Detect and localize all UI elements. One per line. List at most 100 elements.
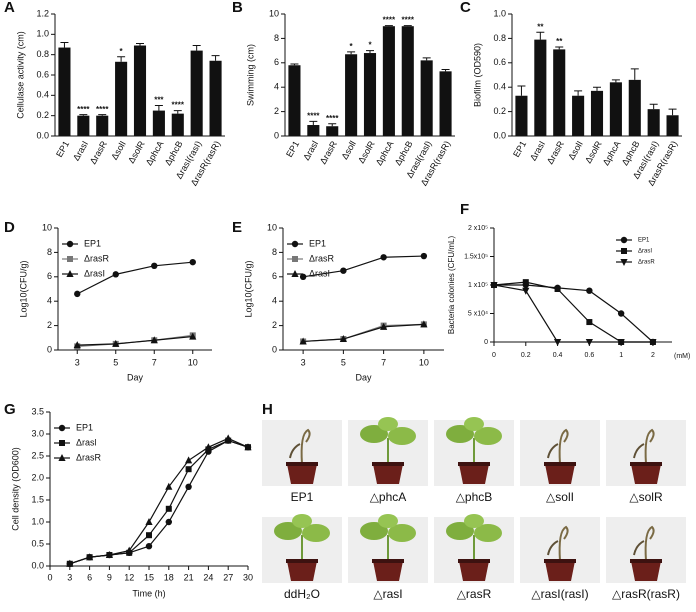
x-tick-label: 24 <box>203 572 213 582</box>
error-bar <box>60 41 69 48</box>
error-bar <box>555 46 564 50</box>
error-bar <box>328 123 337 127</box>
y-tick-label: 6 <box>274 57 279 67</box>
bar <box>590 90 604 136</box>
leaf <box>474 524 502 542</box>
leaf <box>464 514 484 528</box>
marker <box>617 339 625 346</box>
x-tick-label: 9 <box>107 572 112 582</box>
y-axis-label: Cellulase activity (cm) <box>15 31 25 119</box>
x-tick-label: ΔrasR <box>318 139 339 166</box>
error-bar <box>366 50 374 54</box>
leaf <box>474 427 502 445</box>
bar <box>209 60 222 137</box>
marker <box>649 339 657 346</box>
marker <box>112 271 119 278</box>
bar <box>307 125 320 136</box>
series-line <box>493 281 653 343</box>
panel-label: D <box>4 219 15 236</box>
series-line <box>494 284 654 343</box>
pot <box>373 561 403 581</box>
significance: ** <box>556 37 563 46</box>
error-bar <box>611 79 620 83</box>
bar <box>58 47 71 136</box>
pot-rim <box>372 559 404 563</box>
photo <box>434 417 514 486</box>
leaf <box>446 522 474 540</box>
pot-rim <box>286 559 318 563</box>
wilted-leaf <box>547 443 559 459</box>
x-tick-label: 15 <box>144 572 154 582</box>
marker <box>522 287 530 295</box>
y-tick-label: 1.5 <box>31 494 44 504</box>
marker <box>145 518 153 525</box>
x-tick-label: 0.4 <box>553 352 563 359</box>
legend-label: ΔrasI <box>638 249 652 255</box>
pot-rim <box>286 462 318 466</box>
error-bar <box>422 57 431 61</box>
error-bar <box>192 45 201 51</box>
x-tick-label: Δsoll <box>339 139 357 161</box>
error-bar <box>517 85 526 96</box>
pot-rim <box>544 462 576 466</box>
marker <box>617 310 625 317</box>
error-bar <box>154 105 163 111</box>
photo <box>606 517 686 583</box>
y-tick-label: 10 <box>42 222 52 232</box>
error-bar <box>574 90 583 96</box>
y-tick-label: 1.0 <box>36 29 49 39</box>
error-bar <box>403 25 412 27</box>
error-bar <box>79 114 88 116</box>
y-tick-label: 6 <box>47 271 52 281</box>
y-tick-label: 2 <box>274 106 279 116</box>
error-bar <box>136 42 144 46</box>
legend-label: ΔrasR <box>76 452 102 462</box>
wilted-stem <box>644 525 655 562</box>
marker <box>380 322 388 330</box>
y-tick-label: 1.0 <box>493 8 506 18</box>
bar <box>628 79 641 136</box>
marker <box>299 337 307 345</box>
wilted-leaf <box>289 443 301 459</box>
bar <box>647 109 660 136</box>
marker <box>189 332 197 340</box>
photo <box>520 420 600 486</box>
wilted-stem <box>558 525 569 562</box>
marker <box>189 258 196 266</box>
legend-label: ΔrasR <box>638 260 655 266</box>
y-tick-label: 2.5 <box>31 450 44 460</box>
bar <box>363 53 377 136</box>
series-line <box>303 323 424 343</box>
y-tick-label: 0.2 <box>36 110 49 120</box>
y-tick-label: 0.8 <box>36 49 49 59</box>
x-axis-label: (mM) <box>674 353 690 360</box>
marker <box>165 482 173 490</box>
photo <box>606 420 686 486</box>
leaf <box>378 417 398 431</box>
series-line <box>69 437 249 565</box>
leaf <box>360 522 388 540</box>
photo-caption: △rasR(rasR) <box>612 587 680 601</box>
panel-label: A <box>4 0 15 16</box>
x-axis-label: Day <box>127 372 144 382</box>
photo-caption: ddH₂O <box>284 587 320 601</box>
y-tick-label: 4 <box>272 296 277 306</box>
x-tick-label: 0.6 <box>584 352 594 359</box>
marker <box>145 543 153 550</box>
marker <box>522 279 529 286</box>
significance: ** <box>537 22 544 31</box>
error-bar <box>649 103 658 110</box>
panel-label: F <box>460 201 469 218</box>
significance: *** <box>154 96 164 105</box>
legend-label: EP1 <box>84 238 101 248</box>
y-tick-label: 1.0 <box>31 516 44 526</box>
marker <box>58 454 66 461</box>
pot <box>287 561 317 581</box>
y-tick-label: 2 <box>47 320 52 330</box>
marker <box>224 434 232 442</box>
error-bar <box>593 86 601 91</box>
pot-rim <box>458 462 490 466</box>
panel-label: B <box>232 0 243 16</box>
x-tick-label: 30 <box>243 572 253 582</box>
y-tick-label: 0.6 <box>36 69 49 79</box>
